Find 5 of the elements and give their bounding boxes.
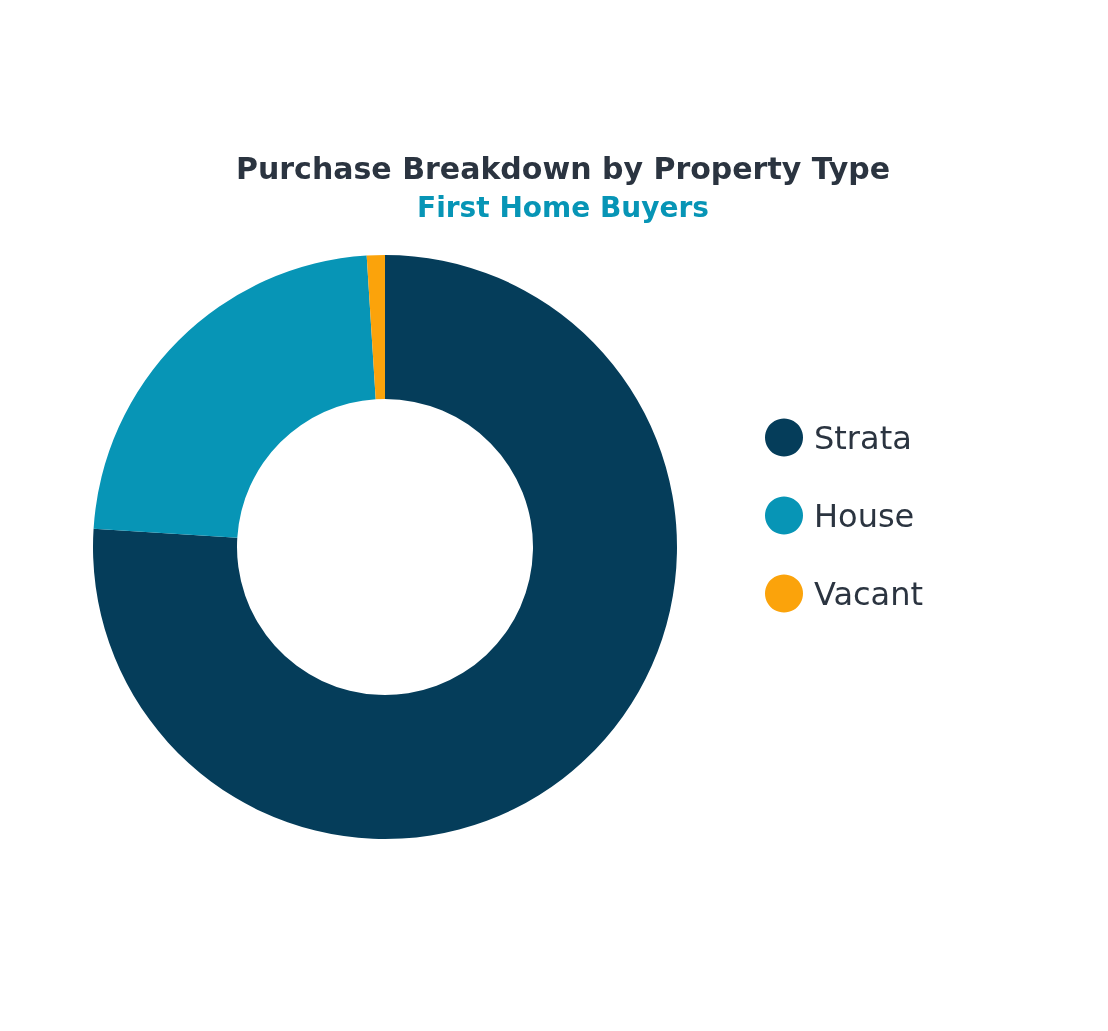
chart-title: Purchase Breakdown by Property Type xyxy=(235,150,891,186)
legend-label: Vacant xyxy=(814,574,924,613)
chart-subtitle: First Home Buyers xyxy=(417,190,709,224)
legend-label: Strata xyxy=(814,418,912,457)
legend-label: House xyxy=(814,496,915,535)
